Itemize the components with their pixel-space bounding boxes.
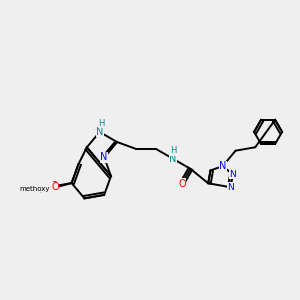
Text: N: N [169,154,177,164]
Text: methoxy: methoxy [20,186,50,192]
Text: N: N [227,183,234,192]
Text: O: O [51,182,59,193]
Text: O: O [178,178,186,189]
Text: N: N [219,161,226,171]
Text: H: H [98,118,105,127]
Text: O: O [50,181,58,191]
Text: N: N [229,170,236,179]
Text: H: H [170,146,176,155]
Text: N: N [100,152,108,162]
Text: N: N [96,127,103,137]
